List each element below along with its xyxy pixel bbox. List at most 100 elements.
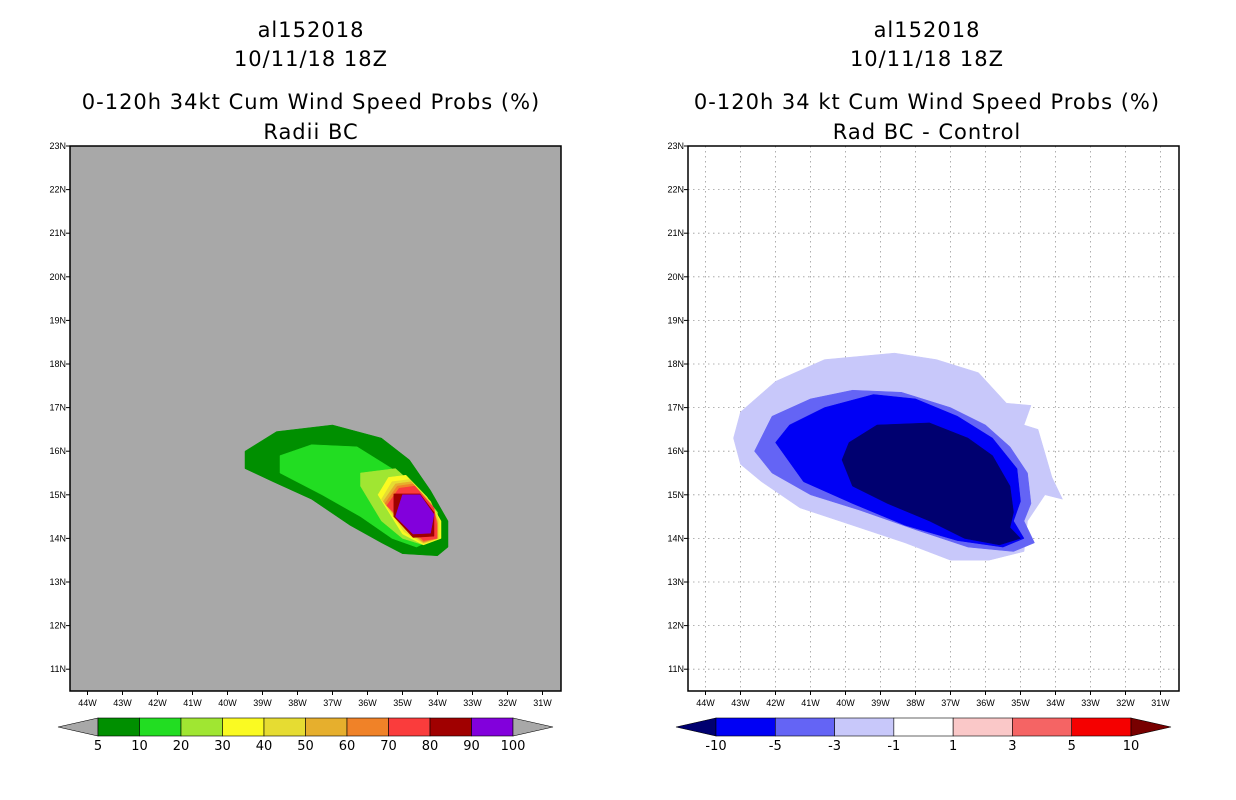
lon-tick-label: 32W <box>1116 698 1135 708</box>
lon-tick-label: 42W <box>766 698 785 708</box>
colorbar-label: 70 <box>380 739 397 754</box>
date-time: 10/11/18 18Z <box>234 47 388 71</box>
colorbar-label: 5 <box>1068 739 1076 754</box>
lat-tick-label: 18N <box>667 359 684 369</box>
lat-tick-label: 21N <box>667 228 684 238</box>
lat-tick-label: 15N <box>49 490 66 500</box>
lat-tick-label: 15N <box>667 490 684 500</box>
colorbar-swatch-0 <box>715 717 776 737</box>
colorbar-swatch-1 <box>774 717 835 737</box>
colorbar-high-triangle <box>512 717 554 737</box>
colorbar-swatch-6 <box>1071 717 1132 737</box>
colorbar-low-triangle <box>57 717 99 737</box>
lat-tick-label: 17N <box>49 403 66 413</box>
chart-subtitle: Rad BC - Control <box>833 120 1022 144</box>
colorbar: -10 -5 -3 -1 1 3 5 10 <box>675 717 1172 754</box>
lon-tick-label: 42W <box>148 698 167 708</box>
lat-tick-label: 22N <box>667 185 684 195</box>
colorbar-swatch-7 <box>388 717 431 737</box>
colorbar-swatch-3 <box>893 717 954 737</box>
colorbar-label: 5 <box>94 739 102 754</box>
lat-tick-label: 12N <box>49 621 66 631</box>
colorbar-swatch-8 <box>429 717 472 737</box>
lat-tick-label: 14N <box>667 533 684 543</box>
storm-id: al152018 <box>258 18 365 42</box>
date-time: 10/11/18 18Z <box>850 47 1004 71</box>
colorbar-swatch-4 <box>952 717 1013 737</box>
lat-axis: 11N 12N 13N 14N 15N 16N 17N 18N 19N 20N 21N 22N 23N <box>49 141 70 674</box>
colorbar-swatch-0 <box>97 717 140 737</box>
colorbar-swatch-3 <box>222 717 265 737</box>
lon-tick-label: 43W <box>113 698 132 708</box>
colorbar: 5 10 20 30 40 50 60 70 80 90 100 <box>57 717 554 754</box>
lat-tick-label: 13N <box>49 577 66 587</box>
colorbar-label: 50 <box>297 739 314 754</box>
colorbar-label: 40 <box>256 739 273 754</box>
contours <box>244 424 449 557</box>
lon-tick-label: 33W <box>463 698 482 708</box>
lat-tick-label: 21N <box>49 228 66 238</box>
contours <box>733 352 1063 561</box>
colorbar-label: -1 <box>887 739 900 754</box>
colorbar-label: 60 <box>339 739 356 754</box>
contour-level-90 <box>395 494 435 535</box>
storm-id: al152018 <box>874 18 981 42</box>
colorbar-label: 3 <box>1008 739 1016 754</box>
lat-tick-label: 11N <box>50 664 66 674</box>
lon-tick-label: 37W <box>941 698 960 708</box>
lon-axis: 44W 43W 42W 41W 40W 39W 38W 37W 36W 35W 34W 33W 32W 3… <box>78 691 552 708</box>
colorbar-label: 100 <box>501 739 526 754</box>
lon-tick-label: 41W <box>183 698 202 708</box>
lat-axis: 11N 12N 13N 14N 15N 16N 17N 18N 19N 20N 21N 22N 23N <box>667 141 688 674</box>
lat-tick-label: 22N <box>49 185 66 195</box>
lon-tick-label: 34W <box>428 698 447 708</box>
lon-tick-label: 44W <box>696 698 715 708</box>
lat-tick-label: 14N <box>49 533 66 543</box>
colorbar-label: 10 <box>131 739 148 754</box>
colorbar-swatch-6 <box>346 717 389 737</box>
colorbar-label: 80 <box>422 739 439 754</box>
lon-tick-label: 33W <box>1081 698 1100 708</box>
colorbar-label: 1 <box>949 739 957 754</box>
lon-tick-label: 38W <box>288 698 307 708</box>
colorbar-low-triangle <box>675 717 717 737</box>
panel-rad-bc-minus-control: al152018 10/11/18 18Z 0-120h 34 kt Cum W… <box>667 18 1180 754</box>
chart-title: 0-120h 34kt Cum Wind Speed Probs (%) <box>82 90 540 114</box>
lon-tick-label: 44W <box>78 698 97 708</box>
lat-tick-label: 23N <box>667 141 684 151</box>
lon-tick-label: 31W <box>1151 698 1170 708</box>
plot-frame <box>69 145 562 692</box>
lat-tick-label: 23N <box>49 141 66 151</box>
lon-tick-label: 41W <box>801 698 820 708</box>
colorbar-swatch-1 <box>139 717 182 737</box>
colorbar-label: 30 <box>214 739 231 754</box>
lat-tick-label: 20N <box>667 272 684 282</box>
colorbar-label: 90 <box>463 739 480 754</box>
lon-tick-label: 31W <box>533 698 552 708</box>
chart-title: 0-120h 34 kt Cum Wind Speed Probs (%) <box>694 90 1160 114</box>
colorbar-label: 10 <box>1123 739 1140 754</box>
lon-tick-label: 40W <box>836 698 855 708</box>
colorbar-swatch-2 <box>834 717 895 737</box>
lon-tick-label: 37W <box>323 698 342 708</box>
lon-tick-label: 39W <box>871 698 890 708</box>
lon-tick-label: 34W <box>1046 698 1065 708</box>
lon-tick-label: 36W <box>976 698 995 708</box>
lon-tick-label: 38W <box>906 698 925 708</box>
colorbar-label: -10 <box>705 739 726 754</box>
lon-tick-label: 40W <box>218 698 237 708</box>
lat-tick-label: 13N <box>667 577 684 587</box>
colorbar-label: 20 <box>173 739 190 754</box>
colorbar-swatch-4 <box>263 717 306 737</box>
lat-tick-label: 12N <box>667 621 684 631</box>
lon-tick-label: 32W <box>498 698 517 708</box>
colorbar-swatch-5 <box>305 717 348 737</box>
lat-tick-label: 20N <box>49 272 66 282</box>
lat-tick-label: 11N <box>668 664 684 674</box>
lon-tick-label: 36W <box>358 698 377 708</box>
lon-axis: 44W 43W 42W 41W 40W 39W 38W 37W 36W 35W 34W 33W 32W 3… <box>696 691 1170 708</box>
plot-background <box>70 146 561 691</box>
lon-tick-label: 39W <box>253 698 272 708</box>
colorbar-swatch-2 <box>180 717 223 737</box>
